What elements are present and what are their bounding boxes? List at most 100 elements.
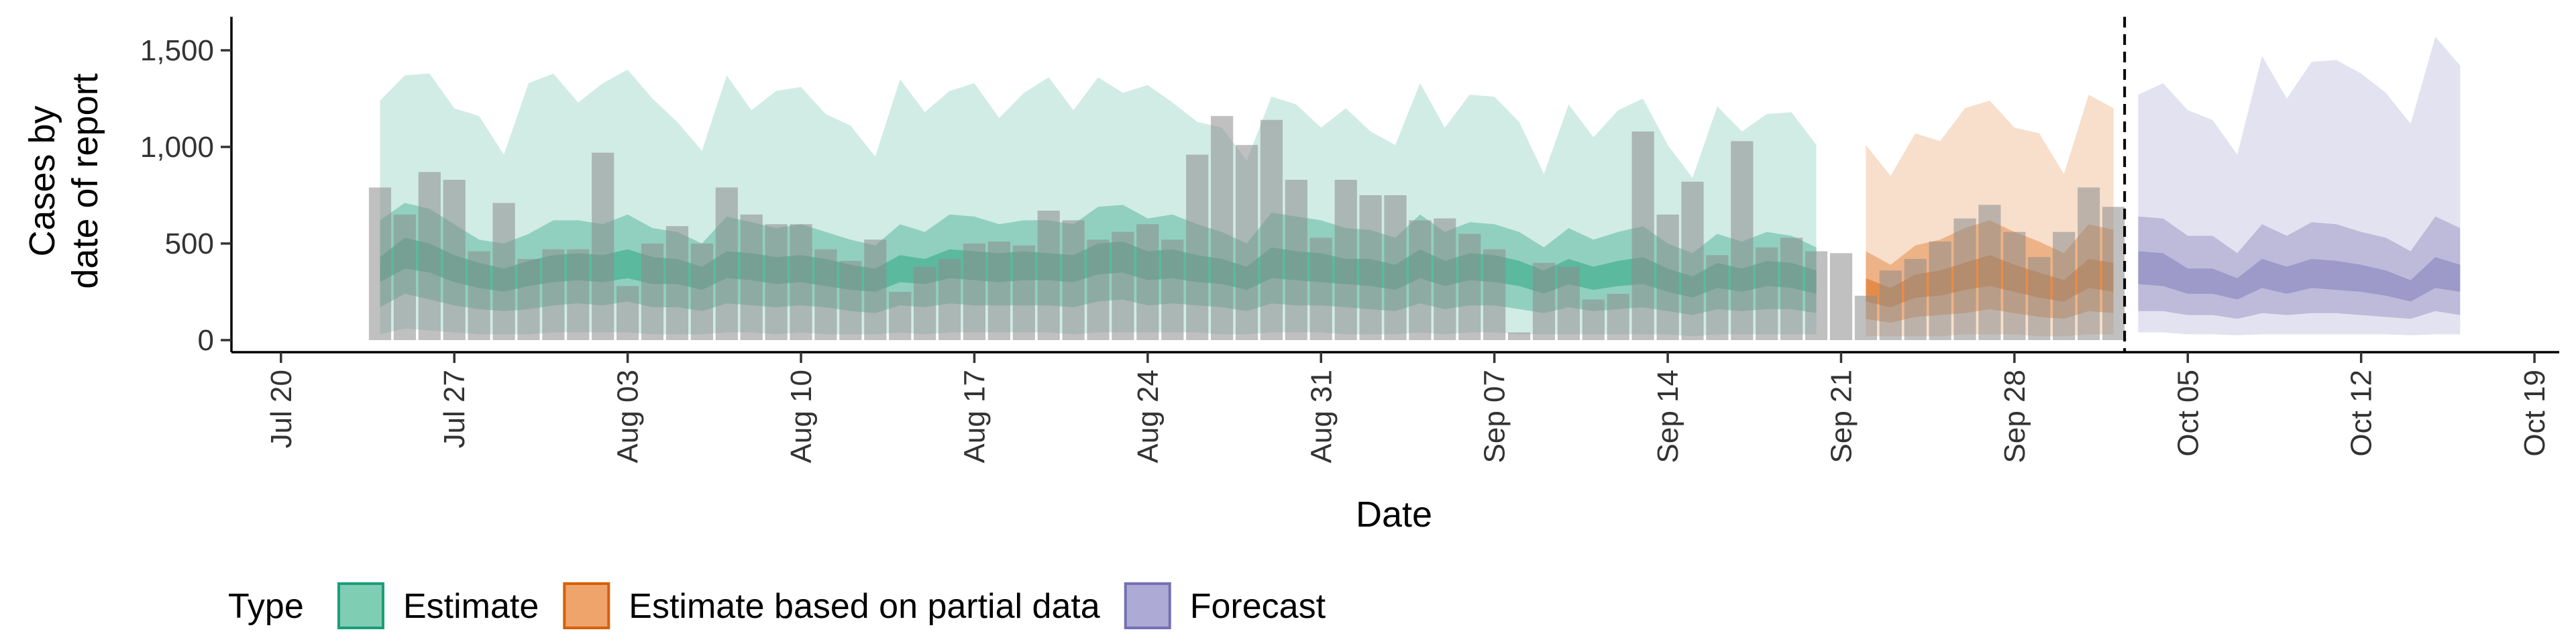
y-tick-label: 1,500 — [140, 34, 214, 67]
bar-reported-cases — [765, 224, 788, 340]
bar-reported-cases — [1631, 131, 1654, 340]
bar-reported-cases — [1854, 295, 1877, 340]
bar-reported-cases — [1186, 154, 1209, 340]
bar-reported-cases — [914, 266, 936, 340]
bar-reported-cases — [517, 259, 540, 340]
x-axis-title: Date — [1356, 494, 1432, 535]
x-tick-label: Jul 27 — [438, 370, 471, 448]
bar-reported-cases — [1161, 239, 1184, 340]
legend-title: Type — [228, 587, 304, 626]
bar-reported-cases — [1731, 141, 1754, 340]
legend-swatch-forecast — [1124, 582, 1171, 629]
bar-reported-cases — [1656, 214, 1679, 340]
legend-label-estimate: Estimate — [403, 587, 539, 626]
bar-reported-cases — [1532, 262, 1556, 340]
estimate-ribbon-90 — [380, 69, 1817, 337]
bar-reported-cases — [1211, 115, 1234, 340]
bar-reported-cases — [1706, 255, 1729, 340]
y-axis-title: Cases bydate of report — [22, 73, 105, 288]
bar-reported-cases — [1904, 259, 1927, 340]
bar-reported-cases — [1582, 299, 1605, 340]
axes-layer: 0 500 1,000 1,500 Jul 20 Jul 27 Aug 03 Aug 10 Au… — [22, 17, 2559, 535]
bar-reported-cases — [1062, 220, 1085, 340]
y-axis-title-line: Cases by — [22, 105, 62, 256]
bar-reported-cases — [1136, 224, 1159, 340]
legend-label-estimate-based-on-partial-data: Estimate based on partial data — [629, 587, 1100, 626]
bar-reported-cases — [665, 226, 689, 340]
x-tick-label: Aug 17 — [958, 370, 991, 463]
y-tick-label: 1,000 — [140, 131, 214, 164]
y-axis-title-line: date of report — [65, 73, 105, 288]
bar-reported-cases — [1260, 119, 1283, 340]
bar-reported-cases — [1384, 195, 1407, 340]
bar-reported-cases — [1557, 266, 1580, 340]
x-tick-label: Sep 21 — [1825, 370, 1858, 463]
bar-reported-cases — [1309, 237, 1332, 340]
x-tick-label: Aug 03 — [612, 370, 645, 463]
bars-layer — [368, 115, 2125, 340]
bar-reported-cases — [1235, 145, 1258, 340]
bar-reported-cases — [1037, 211, 1060, 340]
legend: Type Estimate Estimate based on partial da… — [228, 582, 1326, 629]
bar-reported-cases — [2102, 207, 2125, 340]
x-tick-label: Jul 20 — [265, 370, 298, 448]
bar-reported-cases — [418, 172, 441, 340]
forecast-ribbon-20 — [2138, 251, 2461, 302]
x-tick-label: Oct 12 — [2345, 370, 2378, 457]
bar-reported-cases — [715, 187, 738, 340]
bar-reported-cases — [690, 244, 713, 340]
bar-reported-cases — [1112, 231, 1134, 340]
bar-reported-cases — [2028, 257, 2051, 340]
bar-reported-cases — [592, 152, 614, 340]
bar-reported-cases — [1458, 233, 1481, 340]
bar-reported-cases — [1334, 180, 1357, 340]
y-tick-label: 500 — [165, 227, 214, 260]
forecast-ribbon-90 — [2138, 36, 2461, 335]
ribbon-layer — [380, 36, 2461, 337]
bar-reported-cases — [1409, 220, 1432, 340]
x-tick-label: Oct 19 — [2518, 370, 2551, 457]
bar-reported-cases — [839, 260, 862, 340]
bar-reported-cases — [2053, 231, 2076, 340]
bar-reported-cases — [1756, 247, 1778, 340]
bar-reported-cases — [814, 249, 837, 340]
bar-reported-cases — [1285, 180, 1307, 340]
bar-reported-cases — [1780, 237, 1803, 340]
bar-reported-cases — [1434, 218, 1456, 340]
bar-reported-cases — [1508, 332, 1531, 340]
bar-reported-cases — [567, 249, 590, 340]
bar-reported-cases — [542, 249, 565, 340]
bar-reported-cases — [368, 187, 392, 340]
bar-reported-cases — [864, 239, 887, 340]
bar-reported-cases — [963, 244, 985, 340]
x-tick-label: Sep 07 — [1479, 370, 1511, 463]
bar-reported-cases — [987, 241, 1010, 340]
legend-swatch-estimate — [337, 582, 384, 629]
bar-reported-cases — [616, 286, 639, 340]
forecast-ribbon-50 — [2138, 216, 2461, 319]
legend-label-forecast: Forecast — [1190, 587, 1326, 626]
bar-reported-cases — [468, 251, 490, 340]
legend-swatch-estimate-based-on-partial-data — [563, 582, 610, 629]
bar-reported-cases — [1681, 181, 1704, 340]
bar-reported-cases — [1607, 293, 1629, 340]
bar-reported-cases — [889, 292, 912, 340]
bar-reported-cases — [2003, 231, 2026, 340]
bar-reported-cases — [1012, 245, 1035, 340]
bar-reported-cases — [443, 180, 466, 340]
bar-reported-cases — [1359, 195, 1382, 340]
x-tick-label: Sep 28 — [1998, 370, 2031, 463]
bar-reported-cases — [2078, 187, 2100, 340]
x-tick-label: Aug 31 — [1305, 370, 1338, 463]
bar-reported-cases — [1879, 270, 1902, 340]
bar-reported-cases — [393, 214, 416, 340]
bar-reported-cases — [790, 224, 812, 340]
y-tick-label: 0 — [198, 324, 214, 357]
bar-reported-cases — [1483, 249, 1506, 340]
bar-reported-cases — [740, 214, 763, 340]
x-tick-label: Aug 10 — [785, 370, 818, 463]
x-tick-label: Oct 05 — [2171, 370, 2204, 457]
bar-reported-cases — [641, 244, 664, 340]
bar-reported-cases — [1829, 253, 1853, 340]
